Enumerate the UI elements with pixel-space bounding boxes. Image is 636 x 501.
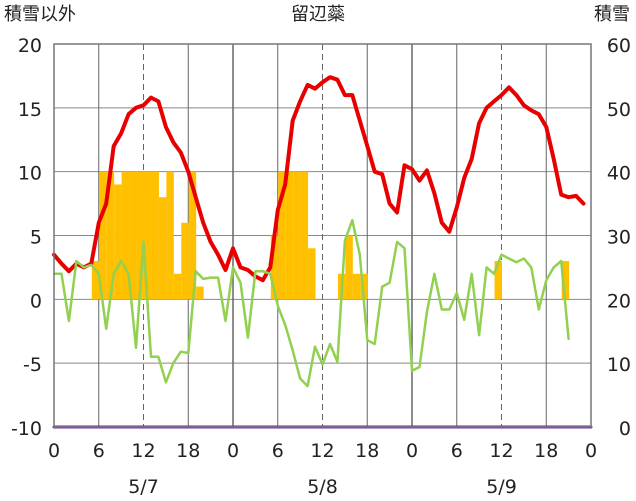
bars-group [91,171,570,300]
bar [158,197,167,300]
bar [129,171,137,300]
bar [99,171,107,300]
x-tick-label: 0 [227,440,239,462]
x-tick-label: 6 [93,440,105,462]
date-label: 5/7 [128,476,159,498]
right-tick-label: 60 [607,35,631,57]
bar [308,248,316,300]
right-axis-title: 積雪 [594,4,630,25]
bar [181,222,189,300]
left-axis-ticks: -10 -5 0 5 10 15 20 [11,35,42,440]
bar [352,273,361,300]
plot-frame [53,43,592,428]
bar [188,171,197,300]
right-tick-label: 50 [607,99,631,121]
x-tick-label: 6 [451,440,463,462]
left-tick-label: -5 [23,354,42,376]
x-tick-label: 0 [48,440,60,462]
bar [494,261,502,300]
bar [278,171,286,300]
bar [121,171,130,300]
bar [91,261,100,300]
x-tick-label: 0 [406,440,418,462]
bar [360,273,368,300]
bar [345,235,353,300]
left-tick-label: 5 [30,227,42,249]
bar [114,184,122,300]
left-tick-label: 10 [18,163,42,185]
bar [561,261,570,300]
right-tick-label: 40 [607,163,631,185]
left-tick-label: 0 [30,290,42,312]
date-label: 5/9 [486,476,517,498]
left-tick-label: 15 [18,99,42,121]
bar [106,171,115,300]
right-tick-label: 30 [607,227,631,249]
left-tick-label: 20 [18,35,42,57]
right-tick-label: 0 [619,418,631,440]
x-axis-ticks: 0 6 12 18 0 6 12 18 0 6 12 18 0 [48,440,597,462]
bar [144,171,152,300]
x-tick-label: 18 [355,440,379,462]
date-label: 5/8 [307,476,338,498]
station-title: 留辺蘂 [291,4,345,25]
x-tick-label: 6 [272,440,284,462]
bar [173,273,182,300]
x-tick-label: 18 [176,440,200,462]
right-tick-label: 20 [607,290,631,312]
bar [270,235,279,300]
bar [300,171,309,300]
x-tick-label: 12 [310,440,334,462]
right-axis-ticks: 0 10 20 30 40 50 60 [607,35,631,440]
bar [151,171,159,300]
left-axis-title: 積雪以外 [4,4,76,25]
bar [196,286,204,300]
series-line [52,75,586,283]
x-tick-label: 0 [585,440,597,462]
bar [166,171,174,300]
bar [136,171,144,300]
left-tick-label: -10 [11,418,42,440]
x-tick-label: 12 [131,440,155,462]
date-labels: 5/7 5/8 5/9 [128,476,517,498]
series-line [52,218,570,388]
grid [54,44,591,427]
bar [293,171,301,300]
x-tick-label: 18 [534,440,558,462]
right-tick-label: 10 [607,354,631,376]
bar [285,171,294,300]
x-tick-label: 12 [489,440,513,462]
